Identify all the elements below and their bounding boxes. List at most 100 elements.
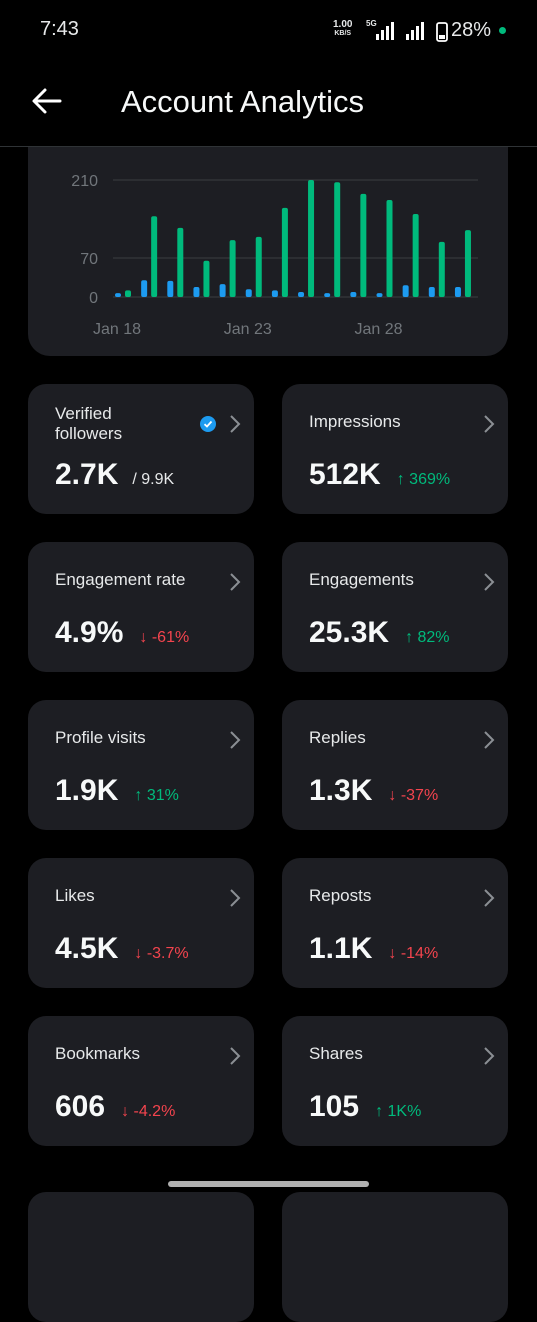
metric-change: ↑ 369% xyxy=(396,471,451,488)
card-partial xyxy=(28,1192,254,1322)
bar xyxy=(438,241,445,297)
verified-badge xyxy=(200,416,216,432)
metric-value: 1.1K xyxy=(309,932,373,965)
metric-label: Shares xyxy=(309,1044,363,1063)
bar xyxy=(203,260,210,297)
chevron xyxy=(484,573,495,591)
back-button[interactable] xyxy=(30,86,64,116)
bar xyxy=(167,280,174,297)
metric-card[interactable]: Likes 4.5K ↓ -3.7% xyxy=(28,858,254,988)
bar xyxy=(386,200,393,297)
bar xyxy=(193,286,200,297)
bar xyxy=(428,286,435,297)
chart: 0 70 210 Jan 18 Jan 23 Jan 28 xyxy=(28,147,508,356)
bar xyxy=(151,216,158,297)
metric-row: 512K ↑ 369% xyxy=(309,458,450,492)
metric-row: 105 ↑ 1K% xyxy=(309,1090,421,1124)
chevron xyxy=(484,889,495,907)
speed-value: 1.00 xyxy=(333,19,353,30)
metric-value: 2.7K xyxy=(55,458,119,491)
chart-card xyxy=(28,147,508,356)
network-type: 5G xyxy=(366,19,377,28)
bar xyxy=(255,236,262,297)
metric-label: Engagement rate xyxy=(55,570,186,589)
chevron xyxy=(230,415,241,433)
metric-value: 25.3K xyxy=(309,616,390,649)
metric-value: 4.5K xyxy=(55,932,119,965)
metric-card[interactable]: Bookmarks 606 ↓ -4.2% xyxy=(28,1016,254,1146)
speed-unit: KB/S xyxy=(334,30,352,37)
metric-row: 606 ↓ -4.2% xyxy=(55,1090,175,1124)
metric-card[interactable]: Shares 105 ↑ 1K% xyxy=(282,1016,508,1146)
status-dot xyxy=(499,27,506,34)
metric-card[interactable]: Profile visits 1.9K ↑ 31% xyxy=(28,700,254,830)
metric-label: Reposts xyxy=(309,886,372,905)
bar xyxy=(464,230,471,297)
bar xyxy=(229,240,236,297)
bar xyxy=(141,280,148,297)
metric-row: 1.9K ↑ 31% xyxy=(55,774,179,808)
bar xyxy=(360,193,367,297)
page-title: Account Analytics xyxy=(121,84,364,119)
metric-card[interactable]: Engagements 25.3K ↑ 82% xyxy=(282,542,508,672)
network-speed: 1.00 KB/S xyxy=(333,20,352,38)
bar xyxy=(219,284,226,297)
signal-icons xyxy=(376,22,448,42)
metric-total: / 9.9K xyxy=(132,471,175,488)
screen: 7:43 1.00 KB/S 5G 28% Account Analytics … xyxy=(0,18,537,1322)
metric-card[interactable]: Reposts 1.1K ↓ -14% xyxy=(282,858,508,988)
bar xyxy=(454,286,461,297)
bar xyxy=(298,291,305,297)
bar xyxy=(412,213,419,297)
metric-label: Replies xyxy=(309,728,366,747)
metric-change: ↓ -37% xyxy=(388,787,439,804)
time: 7:43 xyxy=(40,18,79,40)
metric-value: 4.9% xyxy=(55,616,124,649)
metric-value: 512K xyxy=(309,458,381,491)
x-tick-label: Jan 18 xyxy=(93,321,141,338)
metric-row: 4.5K ↓ -3.7% xyxy=(55,932,189,966)
metric-card[interactable]: Verified followers 2.7K / 9.9K xyxy=(28,384,254,514)
chevron xyxy=(230,573,241,591)
bar xyxy=(125,290,131,297)
card-partial xyxy=(282,1192,508,1322)
metric-label: Engagements xyxy=(309,570,414,589)
metric-change: ↓ -4.2% xyxy=(121,1103,176,1120)
metric-label: Impressions xyxy=(309,412,401,431)
metric-change: ↑ 31% xyxy=(134,787,179,804)
metric-row: 1.3K ↓ -37% xyxy=(309,774,438,808)
y-tick-label: 0 xyxy=(89,290,98,307)
metric-card[interactable]: Engagement rate 4.9% ↓ -61% xyxy=(28,542,254,672)
bar xyxy=(281,207,288,297)
bar xyxy=(115,293,121,297)
chevron xyxy=(484,731,495,749)
metric-change: ↓ -14% xyxy=(388,945,439,962)
bar xyxy=(245,289,252,297)
x-tick-label: Jan 28 xyxy=(354,321,402,338)
bar xyxy=(324,293,331,297)
bar xyxy=(402,285,409,297)
metric-change: ↑ 1K% xyxy=(375,1103,422,1120)
metric-row: 25.3K ↑ 82% xyxy=(309,616,450,650)
bar xyxy=(271,290,278,297)
metric-value: 1.3K xyxy=(309,774,373,807)
home-indicator xyxy=(168,1181,369,1187)
bar xyxy=(308,180,315,297)
battery: 28% xyxy=(451,19,492,41)
metric-value: 606 xyxy=(55,1090,106,1123)
metric-row: 4.9% ↓ -61% xyxy=(55,616,189,650)
y-tick-label: 210 xyxy=(71,173,98,190)
metric-label: Likes xyxy=(55,886,95,905)
bar xyxy=(350,291,357,297)
bar xyxy=(177,227,184,297)
chevron xyxy=(484,415,495,433)
metric-change: ↓ -3.7% xyxy=(134,945,189,962)
chevron xyxy=(230,889,241,907)
x-tick-label: Jan 23 xyxy=(224,321,272,338)
y-tick-label: 70 xyxy=(80,251,98,268)
metric-value: 1.9K xyxy=(55,774,119,807)
metric-card[interactable]: Replies 1.3K ↓ -37% xyxy=(282,700,508,830)
bar xyxy=(376,293,383,297)
metric-row: 2.7K / 9.9K xyxy=(55,458,174,492)
metric-card[interactable]: Impressions 512K ↑ 369% xyxy=(282,384,508,514)
